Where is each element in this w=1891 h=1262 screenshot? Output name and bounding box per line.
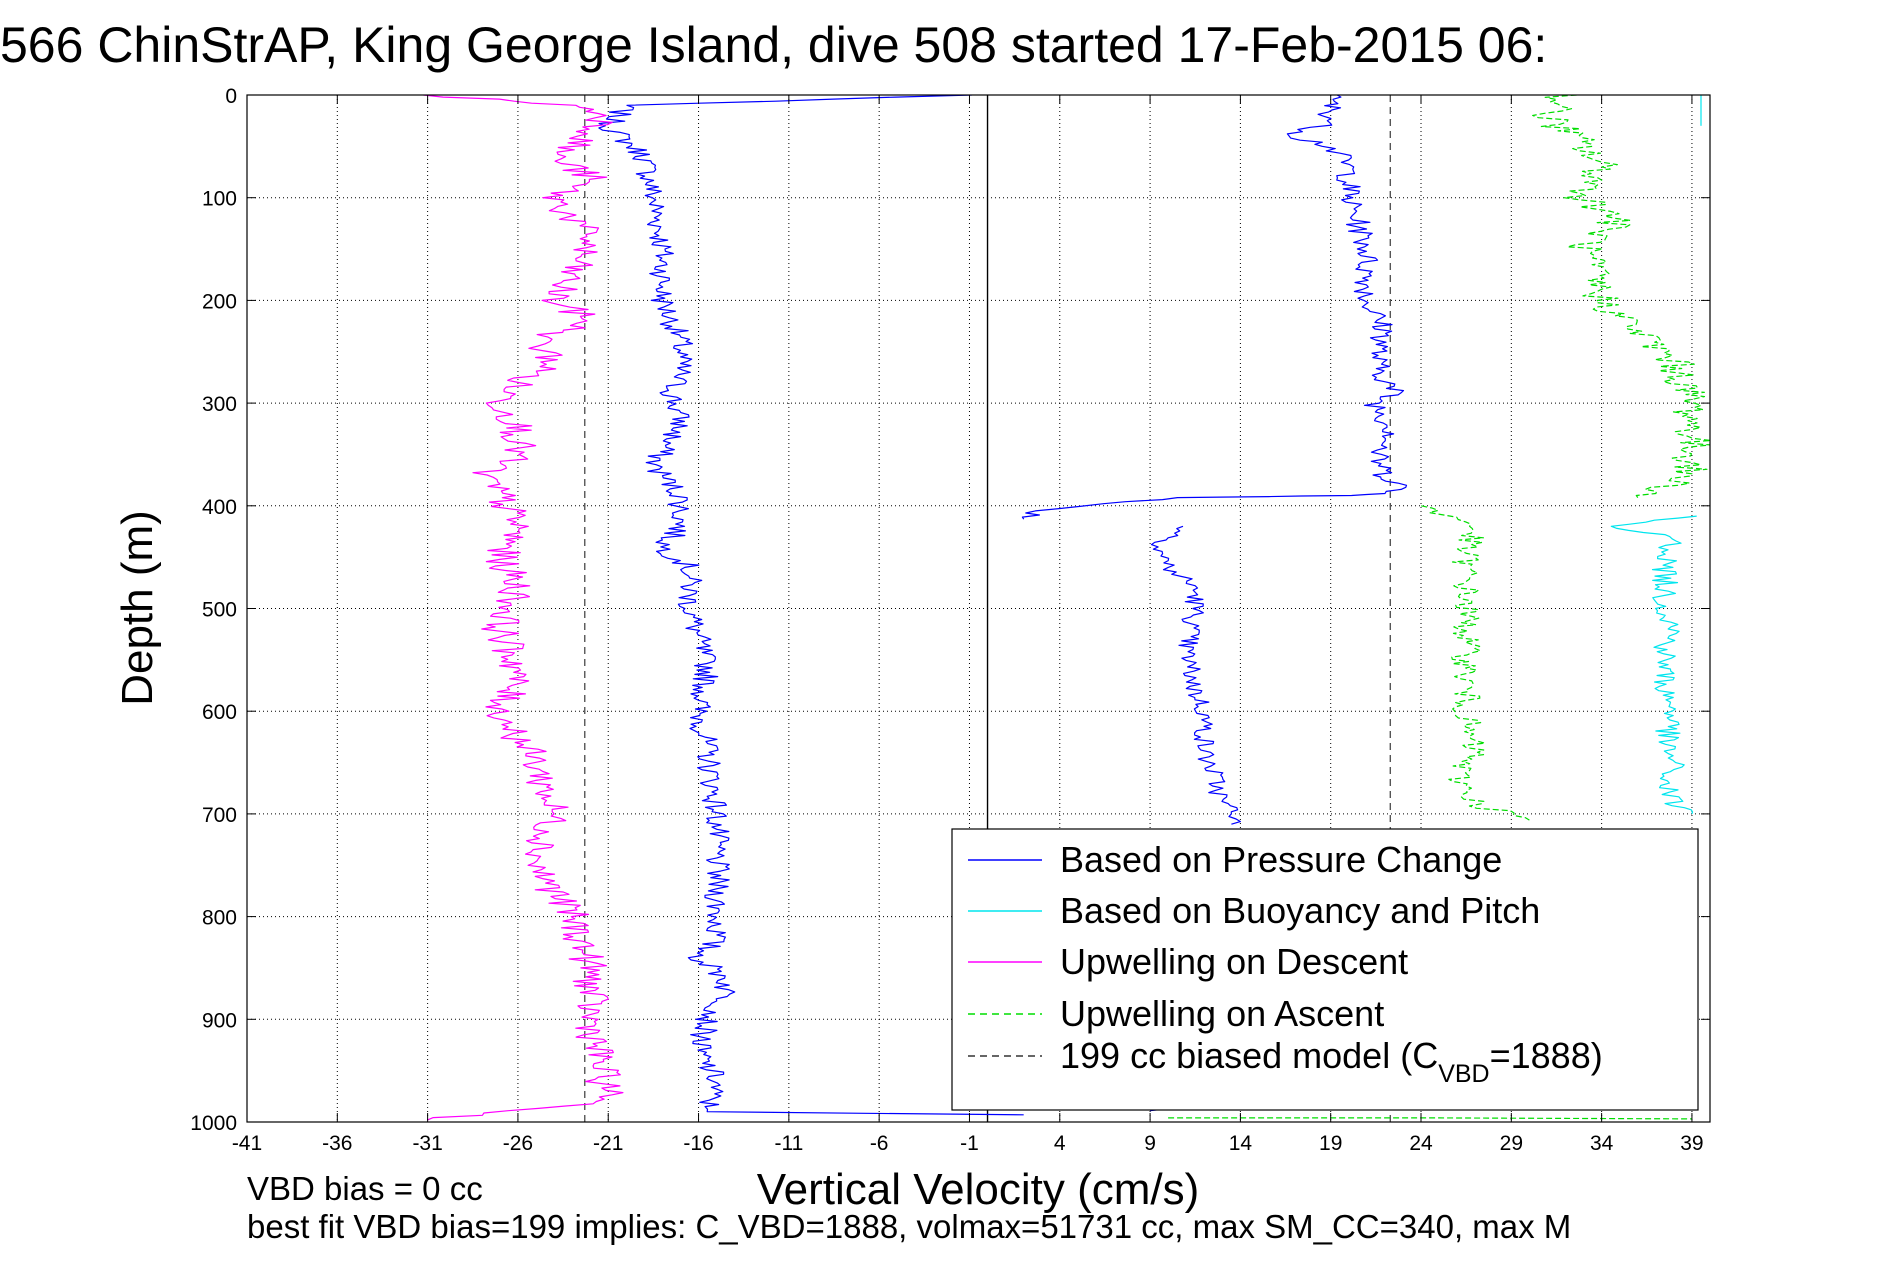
y-tick-label: 600 [202, 701, 237, 724]
legend-label: Based on Buoyancy and Pitch [1060, 890, 1540, 931]
legend-label: Upwelling on Ascent [1060, 993, 1384, 1034]
x-tick-label: 19 [1319, 1132, 1342, 1155]
series-line [1610, 515, 1697, 815]
x-tick-label: 29 [1500, 1132, 1523, 1155]
legend-box [951, 828, 1699, 1111]
y-tick-label: 1000 [190, 1112, 237, 1135]
x-tick-label: 4 [1054, 1132, 1066, 1155]
y-tick-label: 800 [202, 907, 237, 930]
x-tick-label: 34 [1590, 1132, 1614, 1155]
y-tick-label: 900 [202, 1009, 237, 1032]
series-line [1168, 1117, 1692, 1120]
series-line [1532, 95, 1710, 498]
x-tick-label: 39 [1680, 1132, 1703, 1155]
axis-ticks: -41 -36 -31 -26 -21 -16 -11 -6 -1 4 9 14 19 24 29 34 39 0… [190, 85, 1710, 1155]
y-tick-label: 700 [202, 804, 237, 827]
footer-line-2: best fit VBD bias=199 implies: C_VBD=188… [247, 1208, 1571, 1245]
x-tick-label: -6 [870, 1132, 889, 1155]
y-tick-label: 500 [202, 599, 237, 622]
series-line [1021, 95, 1408, 520]
series-line [423, 95, 624, 1121]
x-tick-label: 9 [1144, 1132, 1156, 1155]
x-tick-label: -21 [593, 1132, 623, 1155]
y-tick-label: 300 [202, 393, 237, 416]
x-tick-label: -36 [322, 1132, 352, 1155]
x-tick-label: -11 [774, 1132, 803, 1155]
x-axis-label: Vertical Velocity (cm/s) [757, 1165, 1200, 1214]
chart-title: 566 ChinStrAP, King George Island, dive … [0, 17, 1547, 73]
y-tick-label: 100 [202, 188, 237, 211]
footer-line-1: VBD bias = 0 cc [247, 1170, 483, 1207]
legend: Based on Pressure Change Based on Buoyanc… [951, 828, 1699, 1111]
series-layer [423, 95, 1710, 1122]
x-tick-label: -31 [412, 1132, 442, 1155]
x-tick-label: -1 [960, 1132, 979, 1155]
x-tick-label: 24 [1409, 1132, 1433, 1155]
x-tick-label: -26 [503, 1132, 533, 1155]
legend-label: 199 cc biased model (CVBD=1888) [1060, 1035, 1603, 1088]
legend-label: Upwelling on Descent [1060, 941, 1408, 982]
x-tick-label: 14 [1229, 1132, 1253, 1155]
y-tick-label: 200 [202, 290, 237, 313]
series-line [598, 95, 1024, 1116]
legend-label: Based on Pressure Change [1060, 839, 1502, 880]
y-tick-label: 400 [202, 496, 237, 519]
y-tick-label: 0 [225, 85, 237, 108]
y-axis-label: Depth (m) [113, 510, 162, 706]
series-line [1150, 525, 1241, 825]
series-line [1421, 505, 1530, 821]
x-tick-label: -16 [683, 1132, 713, 1155]
x-tick-label: -41 [232, 1132, 262, 1155]
